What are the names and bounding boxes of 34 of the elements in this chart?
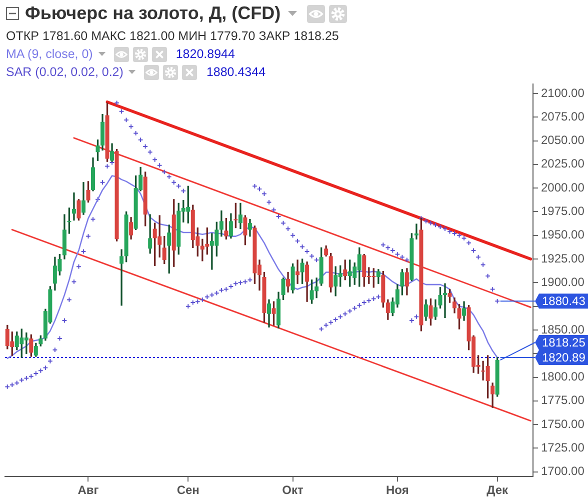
candlestick	[72, 192, 76, 221]
candlestick	[443, 283, 447, 318]
y-tick-label: 1725.00	[541, 440, 585, 455]
text: MA (9, close, 0)	[6, 47, 93, 61]
y-tick-label: 1925.00	[541, 251, 585, 266]
x-tick-label: Окт	[282, 483, 304, 498]
y-tick-label: 2050.00	[541, 133, 585, 148]
x-tick-label: Ноя	[386, 483, 409, 498]
candlestick	[120, 249, 124, 306]
x-tick-label: Авг	[78, 483, 99, 498]
y-tick-label: 1800.00	[541, 370, 585, 384]
x-tick-label: Сен	[176, 483, 200, 498]
x-tick-label: Дек	[486, 483, 510, 498]
y-tick-label: 2000.00	[541, 180, 585, 194]
y-tick-label: 1775.00	[541, 393, 585, 408]
y-tick-label: 1850.00	[541, 322, 585, 336]
y-tick-label: 1975.00	[541, 204, 585, 218]
annotation: 1820.89	[542, 350, 586, 364]
series-label: SAR (0.02, 0.02, 0.2)	[6, 65, 124, 79]
y-tick-label: 2075.00	[541, 109, 585, 124]
y-tick-label: 1900.00	[541, 274, 585, 289]
candlestick	[296, 260, 300, 284]
text: ОТКР 1781.60 МАКС 1821.00 МИН 1779.70 ЗАКР 1818.25	[6, 29, 339, 43]
annotation: 1880.43	[542, 294, 586, 308]
y-tick-label: 2025.00	[541, 156, 585, 171]
y-tick-label: 1750.00	[541, 416, 585, 431]
candlestick	[414, 224, 418, 240]
text: 1880.4344	[206, 65, 266, 79]
y-tick-label: 1950.00	[541, 228, 585, 242]
y-tick-label: 1700.00	[541, 464, 585, 478]
y-tick-label: 2100.00	[541, 86, 585, 100]
annotation: 1818.25	[542, 335, 586, 350]
text: 1820.8944	[176, 47, 235, 61]
chart-title: Фьючерс на золото, Д, (CFD)	[25, 3, 281, 24]
